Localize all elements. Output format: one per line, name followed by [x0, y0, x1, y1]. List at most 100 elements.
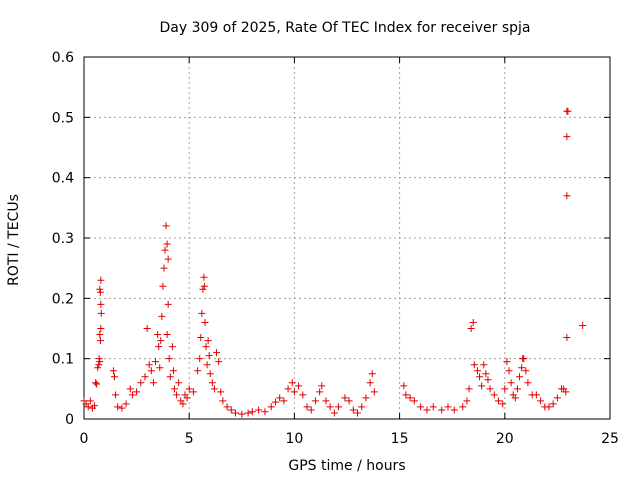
- data-point-marker: [532, 391, 540, 399]
- data-point-marker: [299, 391, 307, 399]
- data-point-marker: [199, 285, 207, 293]
- data-point-marker: [295, 382, 303, 390]
- x-tick-label: 15: [391, 431, 409, 447]
- data-point-marker: [152, 358, 160, 366]
- data-point-marker: [303, 403, 311, 411]
- data-point-marker: [562, 388, 570, 396]
- data-point-marker: [95, 355, 103, 363]
- data-point-marker: [161, 246, 169, 254]
- y-tick-label: 0.6: [52, 50, 74, 66]
- data-point-marker: [200, 282, 208, 290]
- data-point-marker: [96, 358, 104, 366]
- data-point-marker: [168, 343, 176, 351]
- data-point-marker: [484, 376, 492, 384]
- data-point-marker: [358, 403, 366, 411]
- data-point-marker: [143, 325, 151, 332]
- data-point-marker: [326, 403, 334, 411]
- data-point-marker: [423, 406, 431, 414]
- data-point-marker: [467, 325, 475, 332]
- data-point-marker: [524, 379, 532, 387]
- data-point-marker: [169, 367, 177, 375]
- data-point-marker: [473, 367, 481, 375]
- data-point-marker: [470, 361, 478, 369]
- data-point-marker: [86, 397, 94, 405]
- data-point-marker: [563, 133, 571, 141]
- data-point-marker: [128, 391, 136, 399]
- data-point-marker: [322, 397, 330, 405]
- data-point-marker: [154, 331, 162, 339]
- data-point-marker: [501, 385, 509, 393]
- data-point-marker: [96, 331, 104, 339]
- data-point-marker: [173, 391, 181, 399]
- data-point-marker: [163, 240, 171, 248]
- data-point-marker: [511, 394, 519, 402]
- data-point-marker: [158, 312, 166, 320]
- data-point-marker: [482, 370, 490, 378]
- y-tick-label: 0.5: [52, 110, 74, 126]
- data-point-marker: [95, 361, 103, 369]
- data-point-marker: [248, 408, 256, 416]
- data-point-marker: [288, 379, 296, 387]
- data-point-marker: [341, 394, 349, 402]
- ticks-layer: 0 0.1 0.2 0.3 0.4 0.5 0.6 0 5 10 15 20 25: [52, 50, 619, 447]
- data-point-marker: [494, 397, 502, 405]
- data-point-marker: [261, 408, 269, 416]
- data-point-marker: [164, 255, 172, 263]
- data-point-marker: [96, 337, 104, 345]
- data-point-marker: [205, 352, 213, 360]
- data-point-marker: [579, 321, 587, 329]
- data-point-marker: [417, 403, 425, 411]
- data-point-marker: [160, 264, 168, 272]
- data-point-marker: [219, 397, 227, 405]
- data-point-marker: [204, 337, 212, 345]
- data-point-marker: [366, 379, 374, 387]
- data-point-marker: [450, 406, 458, 414]
- data-point-marker: [165, 355, 173, 363]
- data-point-marker: [244, 409, 252, 417]
- data-point-marker: [166, 373, 174, 381]
- data-point-marker: [513, 385, 521, 393]
- data-point-marker: [162, 222, 170, 230]
- data-point-marker: [118, 404, 126, 412]
- x-tick-label: 10: [285, 431, 303, 447]
- data-point-marker: [516, 373, 524, 381]
- data-point-marker: [349, 406, 357, 414]
- data-point-marker: [255, 406, 263, 414]
- data-point-marker: [480, 361, 488, 369]
- data-point-marker: [345, 397, 353, 405]
- data-point-marker: [157, 337, 165, 345]
- data-point-marker: [400, 382, 408, 390]
- data-point-marker: [170, 385, 178, 393]
- data-point-marker: [97, 300, 105, 308]
- data-point-marker: [197, 334, 205, 342]
- x-tick-label: 0: [80, 431, 89, 447]
- x-tick-label: 5: [185, 431, 194, 447]
- data-point-marker: [189, 388, 197, 396]
- data-point-marker: [499, 400, 507, 408]
- data-point-marker: [203, 361, 211, 369]
- data-point-marker: [92, 379, 100, 387]
- data-point-marker: [208, 379, 216, 387]
- data-point-marker: [238, 410, 246, 418]
- y-axis-label: ROTI / TECUs: [6, 194, 22, 286]
- data-point-marker: [267, 403, 275, 411]
- data-point-marker: [284, 385, 292, 393]
- data-point-marker: [316, 388, 324, 396]
- data-point-marker: [213, 349, 221, 357]
- data-point-marker: [122, 400, 130, 408]
- data-point-marker: [227, 406, 235, 414]
- data-point-marker: [111, 373, 119, 381]
- x-axis-label: GPS time / hours: [288, 458, 405, 474]
- data-point-marker: [149, 379, 157, 387]
- data-point-marker: [563, 334, 571, 342]
- plot-frame: [83, 56, 611, 420]
- data-point-marker: [564, 107, 572, 115]
- data-point-marker: [133, 388, 141, 396]
- y-tick-label: 0.1: [52, 352, 74, 368]
- data-point-marker: [231, 409, 239, 417]
- data-point-marker: [185, 385, 193, 393]
- data-point-marker: [196, 355, 204, 363]
- data-point-marker: [141, 373, 149, 381]
- data-point-marker: [223, 403, 231, 411]
- data-point-marker: [459, 403, 467, 411]
